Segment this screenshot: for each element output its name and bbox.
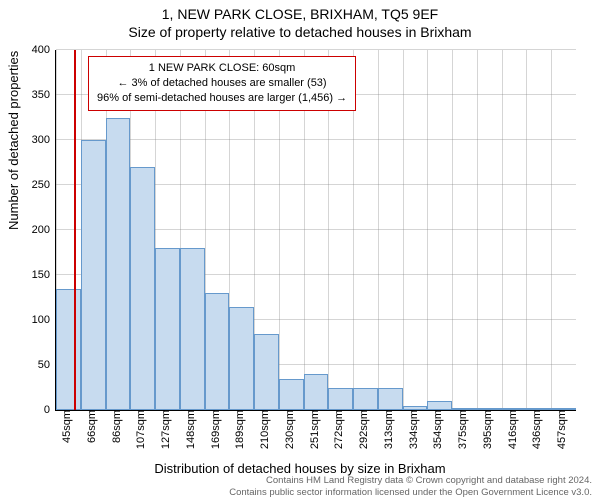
gridline-v [378, 50, 379, 410]
property-marker-line [74, 50, 76, 410]
y-tick-label: 0 [44, 404, 56, 416]
histogram-bar [279, 379, 304, 411]
x-tick-label: 334sqm [405, 410, 420, 449]
gridline-v [403, 50, 404, 410]
y-axis-label: Number of detached properties [6, 51, 21, 230]
histogram-bar [81, 140, 106, 410]
y-tick-label: 400 [32, 44, 56, 56]
x-tick-label: 375sqm [454, 410, 469, 449]
gridline-v [427, 50, 428, 410]
x-tick-label: 169sqm [207, 410, 222, 449]
y-tick-label: 200 [32, 224, 56, 236]
gridline-h [56, 139, 576, 140]
x-tick-label: 127sqm [157, 410, 172, 449]
x-tick-label: 45sqm [58, 410, 73, 443]
histogram-bar [155, 248, 180, 410]
page-subtitle: Size of property relative to detached ho… [0, 22, 600, 40]
histogram-bar [304, 374, 329, 410]
y-tick-label: 150 [32, 269, 56, 281]
x-tick-label: 395sqm [479, 410, 494, 449]
histogram-bar [427, 401, 452, 410]
histogram-bar [254, 334, 279, 411]
y-tick-label: 300 [32, 134, 56, 146]
gridline-h [56, 49, 576, 50]
histogram-bar [477, 408, 502, 410]
callout-line-1: 1 NEW PARK CLOSE: 60sqm [97, 61, 347, 76]
x-tick-label: 457sqm [553, 410, 568, 449]
histogram-bar [106, 118, 131, 411]
histogram-bar [229, 307, 254, 411]
x-tick-label: 251sqm [306, 410, 321, 449]
histogram-plot: 05010015020025030035040045sqm66sqm86sqm1… [55, 50, 576, 411]
footer-line-1: Contains HM Land Registry data © Crown c… [229, 475, 592, 486]
x-axis-label: Distribution of detached houses by size … [0, 461, 600, 476]
attribution-footer: Contains HM Land Registry data © Crown c… [229, 475, 592, 498]
x-tick-label: 313sqm [380, 410, 395, 449]
histogram-bar [403, 406, 428, 411]
x-tick-label: 148sqm [182, 410, 197, 449]
histogram-bar [452, 408, 477, 410]
gridline-v [551, 50, 552, 410]
histogram-bar [205, 293, 230, 410]
x-tick-label: 107sqm [132, 410, 147, 449]
x-tick-label: 436sqm [528, 410, 543, 449]
x-tick-label: 230sqm [281, 410, 296, 449]
x-tick-label: 354sqm [429, 410, 444, 449]
y-tick-label: 250 [32, 179, 56, 191]
histogram-bar [180, 248, 205, 410]
x-tick-label: 272sqm [330, 410, 345, 449]
histogram-bar [526, 408, 551, 410]
histogram-bar [328, 388, 353, 411]
x-tick-label: 292sqm [355, 410, 370, 449]
y-tick-label: 350 [32, 89, 56, 101]
page-title-address: 1, NEW PARK CLOSE, BRIXHAM, TQ5 9EF [0, 0, 600, 22]
marker-callout: 1 NEW PARK CLOSE: 60sqm ← 3% of detached… [88, 56, 356, 111]
x-tick-label: 86sqm [108, 410, 123, 443]
histogram-bar [353, 388, 378, 411]
gridline-v [502, 50, 503, 410]
x-tick-label: 189sqm [231, 410, 246, 449]
x-tick-label: 210sqm [256, 410, 271, 449]
histogram-bar [502, 408, 527, 410]
gridline-v [477, 50, 478, 410]
y-tick-label: 50 [38, 359, 56, 371]
histogram-bar [378, 388, 403, 411]
x-tick-label: 66sqm [83, 410, 98, 443]
histogram-bar [130, 167, 155, 410]
histogram-bar [56, 289, 81, 411]
gridline-v [452, 50, 453, 410]
footer-line-2: Contains public sector information licen… [229, 487, 592, 498]
x-tick-label: 416sqm [504, 410, 519, 449]
histogram-bar [551, 408, 576, 410]
callout-line-2: ← 3% of detached houses are smaller (53) [97, 76, 347, 91]
y-tick-label: 100 [32, 314, 56, 326]
gridline-v [526, 50, 527, 410]
callout-line-3: 96% of semi-detached houses are larger (… [97, 91, 347, 106]
